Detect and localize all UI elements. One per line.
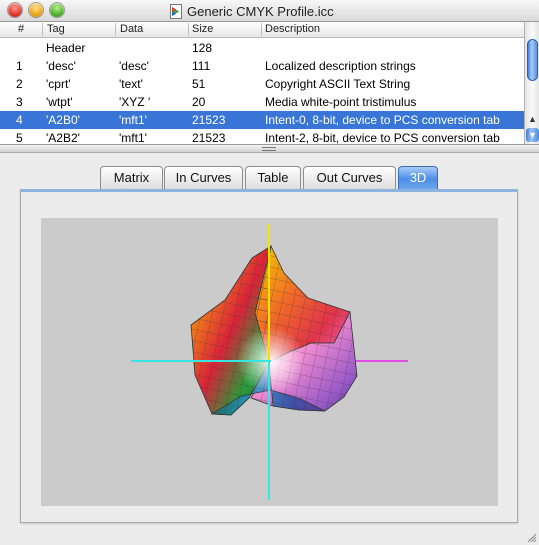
row-data-type: 'text' — [119, 77, 143, 91]
row-tag: 'desc' — [46, 59, 76, 73]
scroll-down-arrow-icon[interactable]: ▼ — [526, 128, 539, 142]
row-data-type: 'mft1' — [119, 113, 147, 127]
row-size: 111 — [192, 59, 211, 73]
row-number: 3 — [16, 95, 23, 109]
row-number: 5 — [16, 131, 23, 144]
column-header-size[interactable]: Size — [192, 23, 214, 35]
table-row[interactable]: 5 'A2B2' 'mft1' 21523 Intent-2, 8-bit, d… — [0, 129, 524, 144]
tag-table: # Tag Data Size Description Header 128 1… — [0, 22, 539, 144]
column-header-description[interactable]: Description — [265, 23, 321, 35]
row-number: 2 — [16, 77, 23, 91]
row-tag: 'cprt' — [46, 77, 71, 91]
row-description: Intent-2, 8-bit, device to PCS conversio… — [265, 131, 500, 144]
table-row-selected[interactable]: 4 'A2B0' 'mft1' 21523 Intent-0, 8-bit, d… — [0, 111, 524, 129]
row-size: 21523 — [192, 131, 226, 144]
tab-table[interactable]: Table — [245, 166, 301, 189]
table-row[interactable]: Header 128 — [0, 39, 524, 57]
tab-3d[interactable]: 3D — [398, 166, 438, 189]
row-size: 51 — [192, 77, 206, 91]
window-title: Generic CMYK Profile.icc — [170, 3, 334, 19]
color-profile-document-icon — [170, 3, 182, 19]
row-number: 4 — [16, 113, 23, 127]
row-tag: 'A2B0' — [46, 113, 80, 127]
row-data-type: 'mft1' — [119, 131, 147, 144]
tab-panel-3d — [20, 189, 518, 523]
row-tag: 'wtpt' — [46, 95, 73, 109]
row-data-type: 'desc' — [119, 59, 149, 73]
row-size: 21523 — [192, 113, 226, 127]
row-size: 128 — [192, 41, 213, 55]
row-tag: 'A2B2' — [46, 131, 80, 144]
column-header-tag[interactable]: Tag — [47, 23, 65, 35]
zoom-window-button[interactable] — [50, 3, 64, 17]
close-window-button[interactable] — [8, 3, 22, 17]
tab-bar: Matrix In Curves Table Out Curves 3D — [0, 166, 539, 190]
row-data-type: 'XYZ ' — [119, 95, 151, 109]
table-vertical-scrollbar[interactable]: ▲ ▼ — [524, 22, 539, 144]
table-row[interactable]: 1 'desc' 'desc' 111 Localized descriptio… — [0, 57, 524, 75]
window-title-text: Generic CMYK Profile.icc — [187, 3, 334, 19]
table-row[interactable]: 2 'cprt' 'text' 51 Copyright ASCII Text … — [0, 75, 524, 93]
row-description: Localized description strings — [265, 59, 416, 73]
window-resize-grip-icon[interactable] — [525, 531, 537, 543]
minimize-window-button[interactable] — [29, 3, 43, 17]
table-row[interactable]: 3 'wtpt' 'XYZ ' 20 Media white-point tri… — [0, 93, 524, 111]
row-number: 1 — [16, 59, 23, 73]
row-size: 20 — [192, 95, 206, 109]
table-body: Header 128 1 'desc' 'desc' 111 Localized… — [0, 39, 524, 144]
table-header: # Tag Data Size Description — [0, 22, 524, 38]
row-tag: Header — [46, 41, 86, 55]
row-description: Intent-0, 8-bit, device to PCS conversio… — [265, 113, 500, 127]
tab-out-curves[interactable]: Out Curves — [303, 166, 396, 189]
scrollbar-thumb[interactable] — [527, 39, 538, 81]
split-view-divider[interactable] — [0, 144, 539, 153]
divider-grip-icon[interactable] — [262, 147, 276, 151]
scroll-up-arrow-icon[interactable]: ▲ — [528, 114, 537, 124]
column-header-number[interactable]: # — [18, 23, 25, 35]
tab-in-curves[interactable]: In Curves — [164, 166, 243, 189]
column-header-data[interactable]: Data — [120, 23, 144, 35]
gamut-3d-view[interactable] — [41, 218, 498, 506]
tab-matrix[interactable]: Matrix — [100, 166, 163, 189]
row-description: Copyright ASCII Text String — [265, 77, 411, 91]
gamut-solid-graphic — [131, 224, 408, 500]
title-bar: Generic CMYK Profile.icc — [0, 0, 539, 22]
row-description: Media white-point tristimulus — [265, 95, 417, 109]
